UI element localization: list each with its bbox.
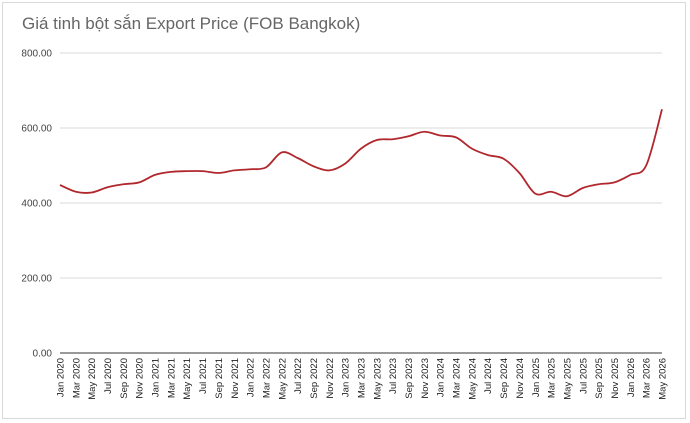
x-tick-label: Nov 2021 [230, 358, 241, 399]
x-tick-label: May 2021 [182, 358, 193, 400]
series-line-export-price [59, 109, 663, 198]
x-tick-label: May 2025 [562, 358, 573, 400]
chart-frame [2, 2, 686, 419]
x-tick-label: Sep 2022 [309, 358, 320, 399]
x-tick-label: Sep 2023 [404, 358, 415, 399]
x-tick-label: Jan 2022 [246, 358, 257, 397]
x-tick-label: Mar 2023 [357, 358, 368, 398]
x-tick-label: Nov 2025 [610, 358, 621, 399]
x-tick-label: Mar 2020 [71, 358, 82, 398]
x-tick-label: Mar 2025 [547, 358, 558, 398]
series-layer [59, 109, 663, 198]
x-tick-label: Nov 2022 [325, 358, 336, 399]
x-axis-ticks: Jan 2020 Mar 2020 May 2020 Jul 2020 Sep 2020… [56, 358, 669, 400]
x-tick-label: Jan 2020 [56, 358, 67, 397]
x-tick-label: Jul 2023 [388, 358, 399, 394]
x-tick-label: Mar 2024 [452, 358, 463, 398]
x-tick-label: Jan 2023 [341, 358, 352, 397]
x-tick-label: Mar 2026 [642, 358, 653, 398]
chart-title: Giá tinh bột sắn Export Price (FOB Bangk… [22, 14, 361, 33]
x-tick-label: Sep 2021 [214, 358, 225, 399]
x-tick-label: Sep 2025 [594, 358, 605, 399]
x-tick-label: Nov 2024 [515, 358, 526, 399]
x-tick-label: Mar 2022 [261, 358, 272, 398]
x-tick-label: May 2026 [658, 358, 669, 400]
x-tick-label: May 2023 [372, 358, 383, 400]
x-tick-label: May 2020 [87, 358, 98, 400]
y-tick-label: 0.00 [33, 349, 53, 360]
y-tick-label: 600.00 [21, 124, 52, 135]
x-tick-label: Jul 2022 [293, 358, 304, 394]
x-tick-label: Jan 2024 [436, 358, 447, 397]
x-tick-label: Jul 2024 [483, 358, 494, 394]
y-axis-ticks: 0.00 200.00 400.00 600.00 800.00 [21, 49, 52, 360]
y-tick-label: 400.00 [21, 199, 52, 210]
x-tick-label: Nov 2020 [135, 358, 146, 399]
x-tick-label: Jan 2021 [151, 358, 162, 397]
x-tick-label: Jan 2025 [531, 358, 542, 397]
y-tick-label: 800.00 [21, 49, 52, 60]
x-tick-label: Jul 2021 [198, 358, 209, 394]
x-tick-label: Nov 2023 [420, 358, 431, 399]
x-tick-label: Jan 2026 [626, 358, 637, 397]
x-tick-label: May 2024 [467, 358, 478, 400]
x-tick-label: Sep 2024 [499, 358, 510, 399]
x-tick-label: Mar 2021 [166, 358, 177, 398]
x-tick-label: May 2022 [277, 358, 288, 400]
x-tick-label: Jul 2025 [578, 358, 589, 394]
x-tick-label: Jul 2020 [103, 358, 114, 394]
y-tick-label: 200.00 [21, 274, 52, 285]
x-tick-label: Sep 2020 [119, 358, 130, 399]
gridlines [60, 52, 662, 354]
